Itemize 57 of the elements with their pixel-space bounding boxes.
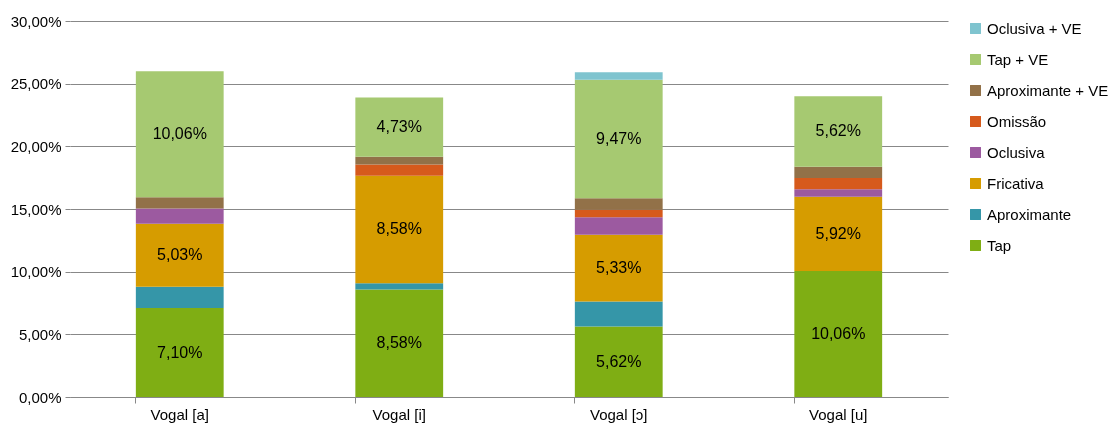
y-tick-label: 25,00% — [10, 75, 62, 93]
x-tick-label: Vogal [i] — [372, 405, 426, 423]
x-tick-label: Vogal [u] — [809, 405, 868, 423]
bar — [574, 79, 663, 199]
data-label: 5,62% — [596, 352, 642, 370]
data-label: 5,03% — [157, 246, 203, 264]
data-label: 8,58% — [376, 334, 422, 352]
y-tick-label: 5,00% — [18, 325, 62, 343]
legend-label: Fricativa — [987, 174, 1045, 192]
data-label: 9,47% — [596, 130, 642, 147]
data-label: 4,73% — [376, 118, 422, 136]
bar — [355, 289, 444, 397]
data-label: 8,58% — [376, 220, 422, 238]
data-label: 5,62% — [815, 122, 861, 140]
bar — [794, 270, 883, 397]
x-tick-label: Vogal [a] — [150, 405, 209, 423]
legend-label: Oclusiva — [987, 143, 1046, 161]
bar — [355, 164, 444, 176]
data-label: 5,33% — [596, 259, 642, 277]
legend-label: Aproximante — [987, 205, 1072, 223]
bar — [135, 197, 224, 209]
bar — [794, 177, 883, 190]
legend-label: Tap + VE — [987, 50, 1049, 68]
bar — [135, 71, 224, 198]
bar — [574, 72, 663, 80]
bar — [135, 286, 224, 309]
data-label: 7,10% — [157, 343, 203, 361]
y-tick-label: 10,00% — [10, 263, 62, 281]
bar — [794, 189, 883, 197]
bar — [135, 223, 224, 287]
bar — [355, 156, 444, 165]
data-label: 10,06% — [152, 125, 207, 143]
y-tick-label: 20,00% — [10, 137, 62, 155]
y-tick-label: 0,00% — [18, 388, 62, 406]
bar — [574, 198, 663, 210]
legend-label: Omissão — [987, 112, 1047, 130]
legend-label: Tap — [987, 236, 1012, 254]
bar — [794, 96, 883, 167]
bar — [574, 234, 663, 302]
bar — [355, 175, 444, 284]
legend-label: Aproximante + VE — [987, 81, 1109, 99]
y-tick-label: 30,00% — [10, 12, 62, 30]
bar — [574, 326, 663, 397]
data-label: 5,92% — [815, 224, 861, 242]
bar — [135, 208, 224, 224]
bar — [355, 283, 444, 290]
bar — [574, 301, 663, 327]
y-tick-label: 15,00% — [10, 200, 62, 218]
bar — [574, 209, 663, 218]
data-label: 10,06% — [811, 324, 866, 342]
bar — [135, 308, 224, 397]
bar — [794, 196, 883, 271]
bar — [794, 166, 883, 178]
bar — [574, 217, 663, 235]
legend-label: Oclusiva + VE — [987, 19, 1082, 37]
x-tick-label: Vogal [ɔ] — [589, 405, 648, 423]
bar — [355, 97, 444, 157]
